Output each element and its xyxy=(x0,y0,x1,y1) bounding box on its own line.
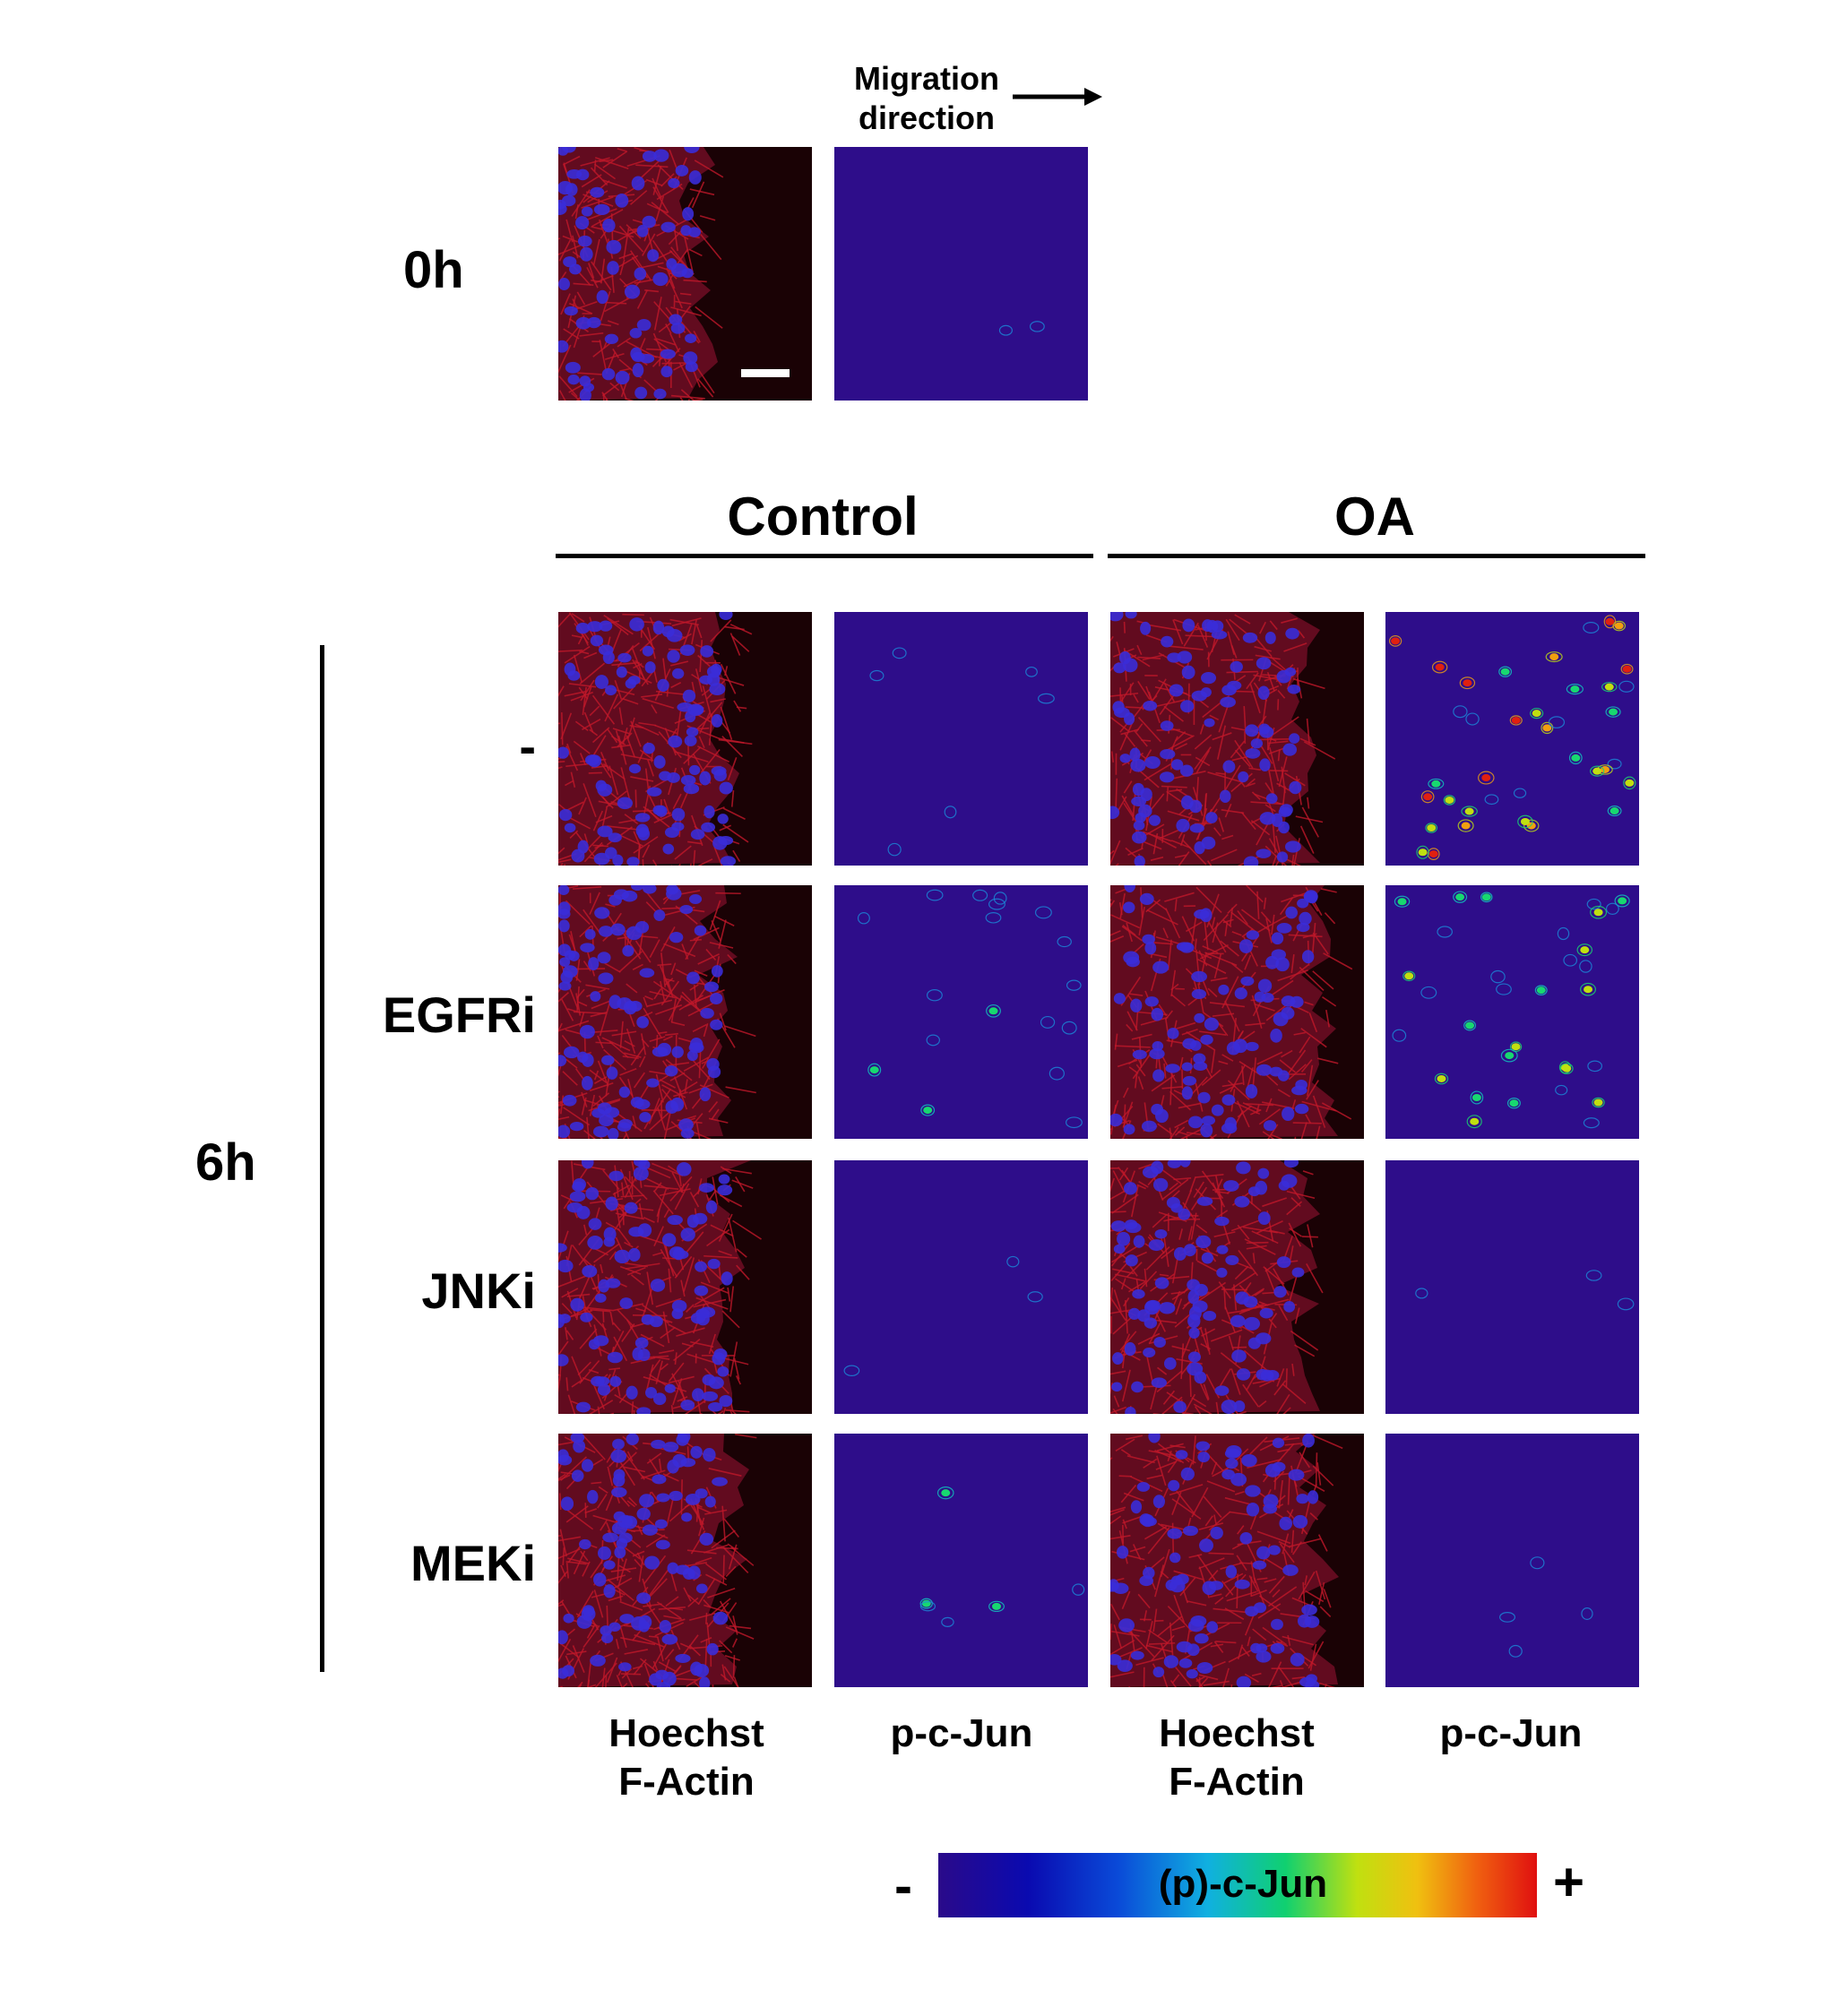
panel-egfri-control-pjun xyxy=(834,885,1088,1139)
panel-none-control-pjun xyxy=(834,612,1088,866)
column-label-line2: F-Actin xyxy=(1169,1760,1305,1804)
6h-bracket-line xyxy=(320,645,324,1672)
group-header-oa: OA xyxy=(1334,487,1415,547)
migration-arrow-icon xyxy=(1013,88,1102,106)
column-label-line1: Hoechst xyxy=(608,1711,764,1755)
panel-none-oa-actin xyxy=(1110,612,1364,866)
migration-label-line1: Migration xyxy=(854,60,999,97)
panel-0h-actin xyxy=(558,147,812,401)
control-bracket-line xyxy=(556,554,1093,558)
column-label-line1: p-c-Jun xyxy=(890,1711,1033,1755)
row-label-none: - xyxy=(519,718,536,774)
column-label-line1: p-c-Jun xyxy=(1439,1711,1583,1755)
time-label-0h: 0h xyxy=(403,241,464,299)
row-label-meki: MEKi xyxy=(410,1535,536,1591)
panel-jnki-control-pjun xyxy=(834,1160,1088,1414)
migration-direction-label: Migration direction xyxy=(854,59,999,138)
time-label-6h: 6h xyxy=(195,1133,256,1192)
colorbar-max-symbol: + xyxy=(1553,1852,1585,1912)
column-label-control-actin: Hoechst F-Actin xyxy=(608,1710,764,1806)
oa-bracket-line xyxy=(1108,554,1645,558)
group-header-control: Control xyxy=(727,487,919,547)
colorbar-label: (p)-c-Jun xyxy=(1158,1862,1328,1906)
panel-egfri-control-actin xyxy=(558,885,812,1139)
row-label-egfri: EGFRi xyxy=(382,986,536,1043)
panel-0h-pjun xyxy=(834,147,1088,401)
panel-jnki-oa-actin xyxy=(1110,1160,1364,1414)
column-label-line1: Hoechst xyxy=(1159,1711,1315,1755)
panel-meki-oa-pjun xyxy=(1385,1434,1639,1687)
panel-jnki-oa-pjun xyxy=(1385,1160,1639,1414)
panel-meki-control-pjun xyxy=(834,1434,1088,1687)
migration-label-line2: direction xyxy=(858,99,996,136)
column-label-oa-actin: Hoechst F-Actin xyxy=(1159,1710,1315,1806)
row-label-jnki: JNKi xyxy=(421,1262,536,1319)
colorbar-min-symbol: - xyxy=(894,1856,912,1916)
panel-none-control-actin xyxy=(558,612,812,866)
panel-egfri-oa-actin xyxy=(1110,885,1364,1139)
panel-meki-control-actin xyxy=(558,1434,812,1687)
column-label-oa-pjun: p-c-Jun xyxy=(1440,1710,1583,1758)
panel-egfri-oa-pjun xyxy=(1385,885,1639,1139)
panel-none-oa-pjun xyxy=(1385,612,1639,866)
panel-meki-oa-actin xyxy=(1110,1434,1364,1687)
column-label-control-pjun: p-c-Jun xyxy=(891,1710,1033,1758)
colorbar-gradient xyxy=(938,1853,1537,1917)
scale-bar xyxy=(741,369,790,377)
panel-jnki-control-actin xyxy=(558,1160,812,1414)
column-label-line2: F-Actin xyxy=(618,1760,755,1804)
